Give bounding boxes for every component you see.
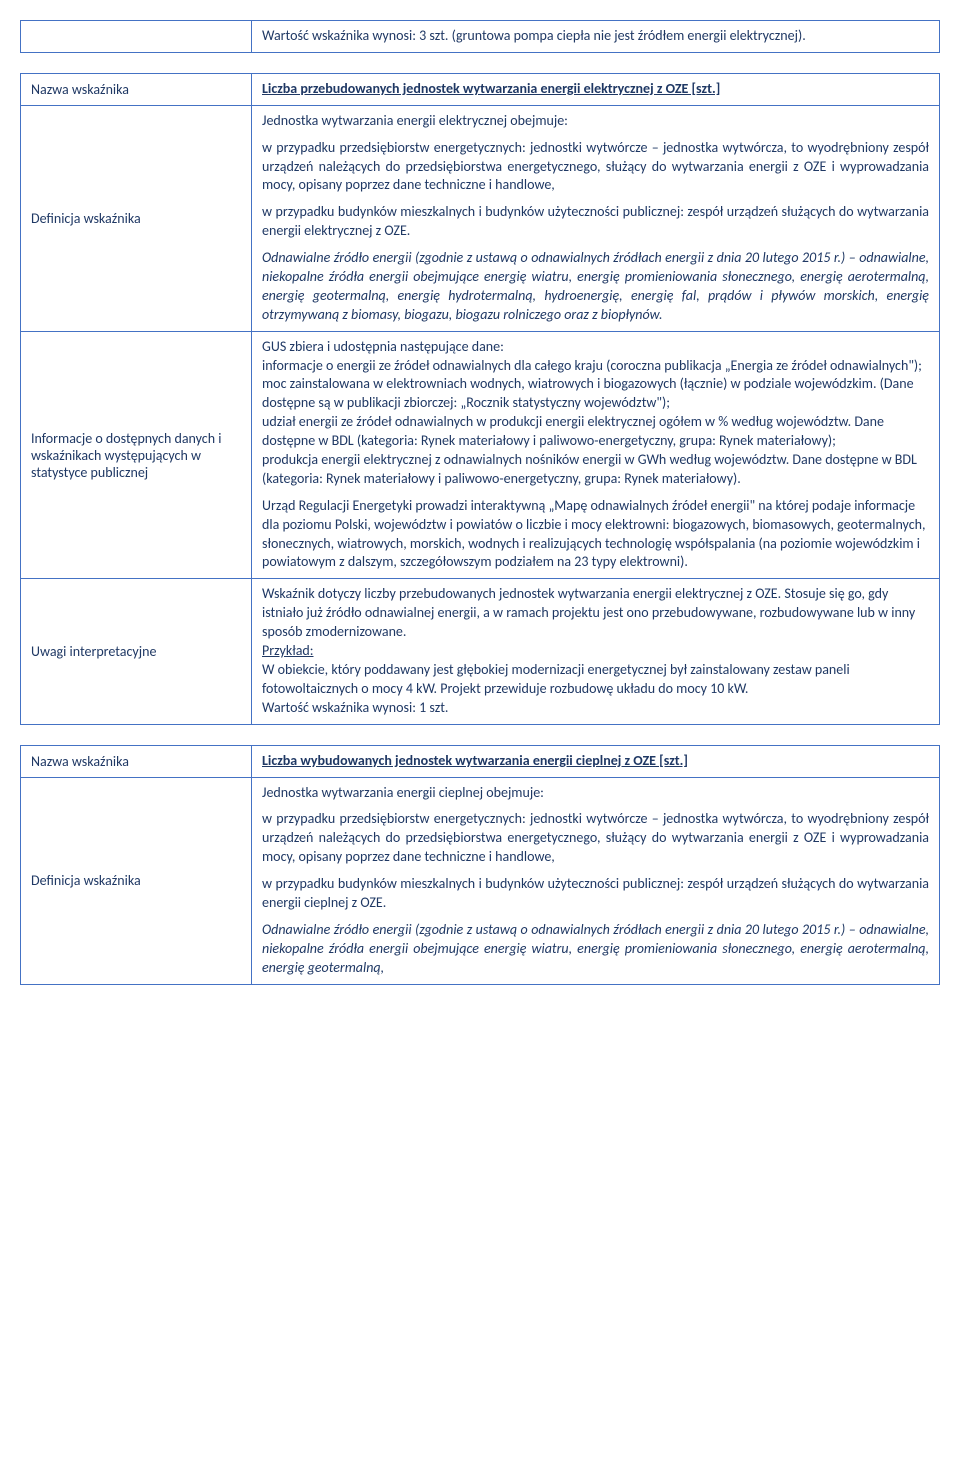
fragment-label-cell xyxy=(21,21,252,53)
t1-row1-content: Jednostka wytwarzania energii elektryczn… xyxy=(252,105,940,331)
t2-r1-p4: Odnawialne źródło energii (zgodnie z ust… xyxy=(262,921,929,978)
t1-row3-label: Uwagi interpretacyjne xyxy=(21,579,252,724)
table-fragment-top: Wartość wskaźnika wynosi: 3 szt. (grunto… xyxy=(20,20,940,53)
t1-r1-p1: Jednostka wytwarzania energii elektryczn… xyxy=(262,112,929,131)
t2-header-value: Liczba wybudowanych jednostek wytwarzani… xyxy=(252,745,940,777)
t1-row3-content: Wskaźnik dotyczy liczby przebudowanych j… xyxy=(252,579,940,724)
t1-r2-p5: produkcja energii elektrycznej z odnawia… xyxy=(262,451,929,489)
t2-r1-p2: w przypadku przedsiębiorstw energetyczny… xyxy=(262,810,929,867)
t2-row1-content: Jednostka wytwarzania energii cieplnej o… xyxy=(252,777,940,984)
fragment-text: Wartość wskaźnika wynosi: 3 szt. (grunto… xyxy=(262,27,806,44)
table-indicator-1: Nazwa wskaźnika Liczba przebudowanych je… xyxy=(20,73,940,725)
t1-row2-label: Informacje o dostępnych danych i wskaźni… xyxy=(21,331,252,579)
t1-r2-p6: Urząd Regulacji Energetyki prowadzi inte… xyxy=(262,497,929,573)
t1-r2-p1: GUS zbiera i udostępnia następujące dane… xyxy=(262,338,929,357)
t1-r3-p2: W obiekcie, który poddawany jest głęboki… xyxy=(262,661,929,699)
t1-header-value: Liczba przebudowanych jednostek wytwarza… xyxy=(252,73,940,105)
t1-r3-p1: Wskaźnik dotyczy liczby przebudowanych j… xyxy=(262,585,929,642)
t2-row1-label: Definicja wskaźnika xyxy=(21,777,252,984)
t2-r1-p3: w przypadku budynków mieszkalnych i budy… xyxy=(262,875,929,913)
t1-r2-p2: informacje o energii ze źródeł odnawialn… xyxy=(262,357,929,376)
t1-r2-p4: udział energii ze źródeł odnawialnych w … xyxy=(262,413,929,451)
t1-r3-example-label: Przykład: xyxy=(262,642,314,659)
fragment-value-cell: Wartość wskaźnika wynosi: 3 szt. (grunto… xyxy=(252,21,940,53)
t1-row1-label: Definicja wskaźnika xyxy=(21,105,252,331)
t1-r1-p3: w przypadku budynków mieszkalnych i budy… xyxy=(262,203,929,241)
t1-r1-p2: w przypadku przedsiębiorstw energetyczny… xyxy=(262,139,929,196)
t2-header-label: Nazwa wskaźnika xyxy=(21,745,252,777)
t2-r1-p1: Jednostka wytwarzania energii cieplnej o… xyxy=(262,784,929,803)
t1-header-label: Nazwa wskaźnika xyxy=(21,73,252,105)
t1-r3-p3: Wartość wskaźnika wynosi: 1 szt. xyxy=(262,699,929,718)
t1-row2-content: GUS zbiera i udostępnia następujące dane… xyxy=(252,331,940,579)
table-indicator-2: Nazwa wskaźnika Liczba wybudowanych jedn… xyxy=(20,745,940,985)
t1-r1-p4: Odnawialne źródło energii (zgodnie z ust… xyxy=(262,249,929,325)
t1-r2-p3: moc zainstalowana w elektrowniach wodnyc… xyxy=(262,375,929,413)
